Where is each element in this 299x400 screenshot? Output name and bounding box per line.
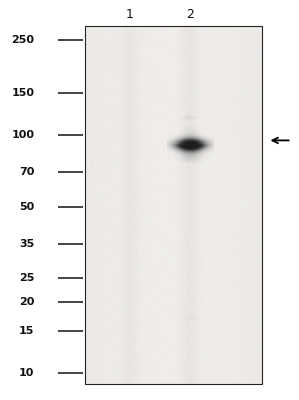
Text: 70: 70 [19, 167, 34, 177]
Text: 2: 2 [186, 8, 194, 20]
Text: 20: 20 [19, 296, 34, 306]
Text: 100: 100 [11, 130, 34, 140]
Text: 150: 150 [11, 88, 34, 98]
Text: 250: 250 [11, 35, 34, 45]
Bar [85, 26, 262, 384]
Text: 50: 50 [19, 202, 34, 212]
Text: 15: 15 [19, 326, 34, 336]
Text: 35: 35 [19, 239, 34, 249]
Text: 25: 25 [19, 274, 34, 284]
Text: 1: 1 [126, 8, 134, 20]
Text: 10: 10 [19, 368, 34, 378]
